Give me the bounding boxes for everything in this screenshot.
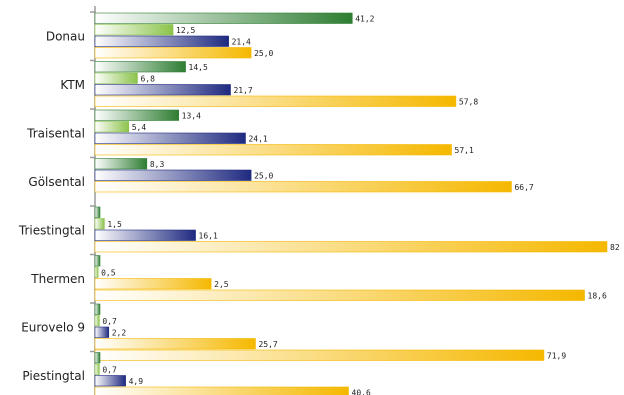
category-label-thermen: Thermen [30, 272, 85, 286]
data-label-traisental-2: 5,4 [132, 123, 147, 132]
data-label-piestingtal-2: 0,7 [102, 366, 117, 375]
category-label-donau: Donau [46, 29, 85, 43]
bar-piestingtal-2 [94, 363, 100, 375]
bar-piestingtal-1 [94, 352, 101, 364]
data-label-ktm-2: 6,8 [140, 75, 155, 84]
bar-triestingtal-2 [94, 218, 105, 230]
data-label-golsental-1: 8,3 [150, 160, 165, 169]
bar-thermen-2 [94, 266, 99, 278]
data-label-donau-3: 21,4 [232, 38, 251, 47]
category-label-golsental: Gölsental [28, 175, 85, 189]
bar-piestingtal-3 [94, 375, 126, 387]
bar-thermen-4 [94, 289, 585, 301]
bar-eurovelo-9-3 [94, 326, 110, 338]
data-label-donau-1: 41,2 [355, 15, 374, 24]
category-label-traisental: Traisental [26, 126, 85, 140]
category-label-triestingtal: Triestingtal [18, 223, 85, 237]
data-label-thermen-4: 18,6 [588, 292, 607, 301]
bar-donau-2 [94, 24, 174, 36]
bar-traisental-4 [94, 144, 452, 156]
bar-golsental-2 [94, 169, 252, 181]
bar-traisental-3 [94, 132, 246, 144]
category-label-eurovelo-9: Eurovelo 9 [21, 320, 85, 334]
bar-eurovelo-9-2 [94, 315, 100, 327]
data-label-eurovelo-9-5: 71,9 [547, 352, 566, 361]
bar-donau-1 [94, 12, 353, 24]
data-label-triestingtal-4: 82 [610, 243, 620, 252]
bars-layer [94, 12, 608, 395]
data-label-ktm-1: 14,5 [189, 63, 208, 72]
bar-triestingtal-4 [94, 241, 608, 253]
bar-ktm-3 [94, 84, 231, 96]
bar-eurovelo-9-1 [94, 303, 101, 315]
data-label-thermen-2: 0,5 [101, 269, 116, 278]
data-label-eurovelo-9-4: 25,7 [258, 340, 277, 349]
data-label-traisental-1: 13,4 [182, 112, 201, 121]
bar-ktm-4 [94, 95, 457, 107]
axis-layer [90, 6, 96, 395]
bar-donau-3 [94, 35, 229, 47]
data-label-triestingtal-3: 16,1 [199, 232, 218, 241]
category-label-ktm: KTM [60, 78, 85, 92]
data-label-golsental-2: 25,0 [254, 172, 273, 181]
bar-triestingtal-3 [94, 229, 196, 241]
data-label-traisental-3: 24,1 [248, 135, 267, 144]
data-label-ktm-4: 57,8 [459, 98, 478, 107]
data-label-golsental-3: 66,7 [514, 183, 533, 192]
bar-traisental-2 [94, 121, 130, 133]
bar-traisental-1 [94, 109, 179, 121]
data-label-donau-4: 25,0 [254, 49, 273, 58]
data-label-traisental-4: 57,1 [455, 146, 474, 155]
data-label-eurovelo-9-3: 2,2 [112, 329, 127, 338]
bar-thermen-1 [94, 255, 101, 267]
bar-golsental-3 [94, 181, 512, 193]
data-label-ktm-3: 21,7 [233, 86, 252, 95]
bar-ktm-1 [94, 61, 186, 73]
bar-thermen-3 [94, 278, 212, 290]
bar-ktm-2 [94, 72, 138, 84]
bar-donau-4 [94, 47, 252, 59]
bar-eurovelo-9-4 [94, 338, 256, 350]
data-label-eurovelo-9-2: 0,7 [102, 317, 117, 326]
data-label-piestingtal-3: 4,9 [129, 377, 144, 386]
data-label-piestingtal-4: 40,6 [352, 389, 371, 395]
data-label-thermen-3: 2,5 [214, 280, 229, 289]
bar-triestingtal-1 [94, 206, 101, 218]
bar-eurovelo-9-5 [94, 349, 545, 361]
labels-layer: Donau41,212,521,425,0KTM14,56,821,757,8T… [18, 15, 620, 395]
bar-piestingtal-4 [94, 386, 349, 395]
data-label-donau-2: 12,5 [176, 26, 195, 35]
category-label-piestingtal: Piestingtal [22, 369, 85, 383]
data-label-triestingtal-2: 1,5 [107, 220, 122, 229]
bar-golsental-1 [94, 158, 148, 170]
